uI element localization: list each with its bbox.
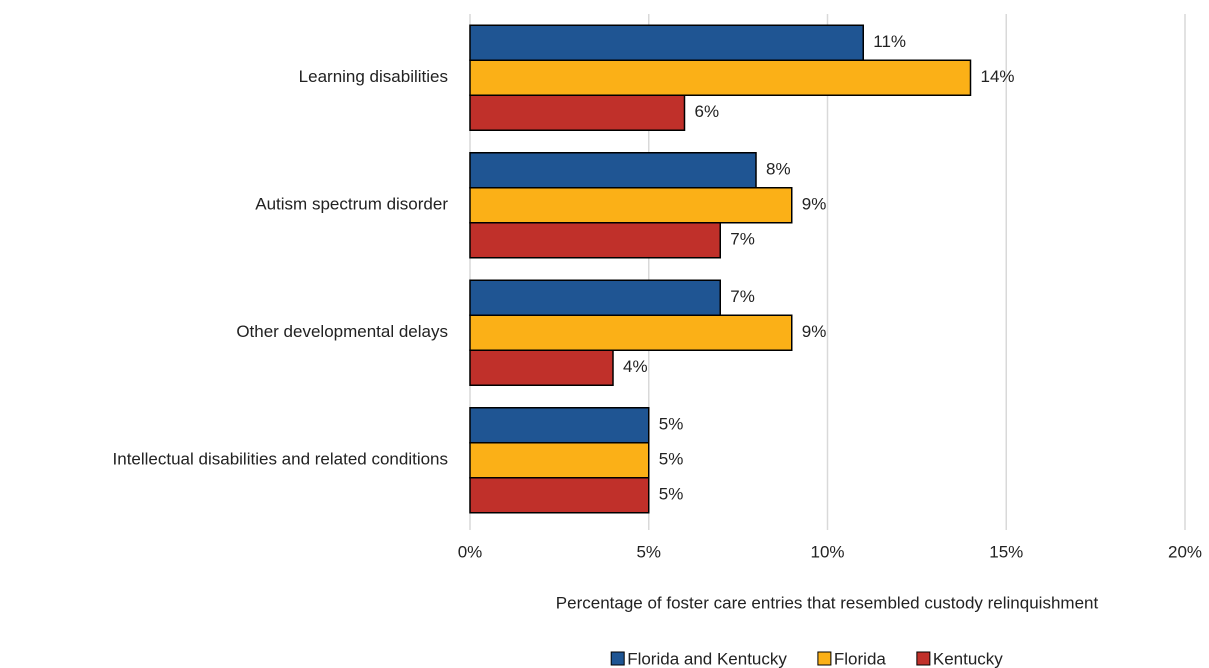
- legend-swatch: [817, 651, 832, 666]
- x-tick-label: 20%: [1168, 542, 1202, 561]
- data-label: 5%: [659, 450, 684, 469]
- data-label: 5%: [659, 415, 684, 434]
- data-label: 11%: [873, 32, 906, 51]
- legend-swatch: [610, 651, 625, 666]
- x-tick-label: 10%: [810, 542, 844, 561]
- y-tick-label: Autism spectrum disorder: [255, 195, 448, 214]
- data-label: 9%: [802, 322, 827, 341]
- bar: [469, 279, 721, 316]
- data-label: 6%: [695, 102, 720, 121]
- data-label: 4%: [623, 357, 648, 376]
- data-label: 8%: [766, 160, 791, 179]
- bar: [469, 314, 793, 351]
- bar: [469, 59, 972, 96]
- x-axis-title: Percentage of foster care entries that r…: [556, 593, 1099, 612]
- data-label: 5%: [659, 485, 684, 504]
- data-label: 14%: [981, 67, 1015, 86]
- bar: [469, 477, 650, 514]
- y-tick-label: Other developmental delays: [236, 322, 448, 341]
- bar: [469, 442, 650, 479]
- data-label: 7%: [730, 287, 755, 306]
- legend-label: Florida and Kentucky: [627, 649, 787, 668]
- y-tick-label: Learning disabilities: [299, 67, 448, 86]
- bar: [469, 94, 686, 131]
- x-tick-label: 15%: [989, 542, 1023, 561]
- x-tick-label: 0%: [458, 542, 483, 561]
- y-tick-label: Intellectual disabilities and related co…: [113, 450, 448, 469]
- legend-swatch: [916, 651, 931, 666]
- x-tick-label: 5%: [636, 542, 661, 561]
- data-label: 9%: [802, 195, 827, 214]
- bar: [469, 349, 614, 386]
- bar: [469, 187, 793, 224]
- bar: [469, 152, 757, 189]
- bar: [469, 24, 864, 61]
- data-label: 7%: [730, 230, 755, 249]
- bar: [469, 407, 650, 444]
- legend-label: Florida: [834, 649, 887, 668]
- bar: [469, 222, 721, 259]
- legend-label: Kentucky: [933, 649, 1003, 668]
